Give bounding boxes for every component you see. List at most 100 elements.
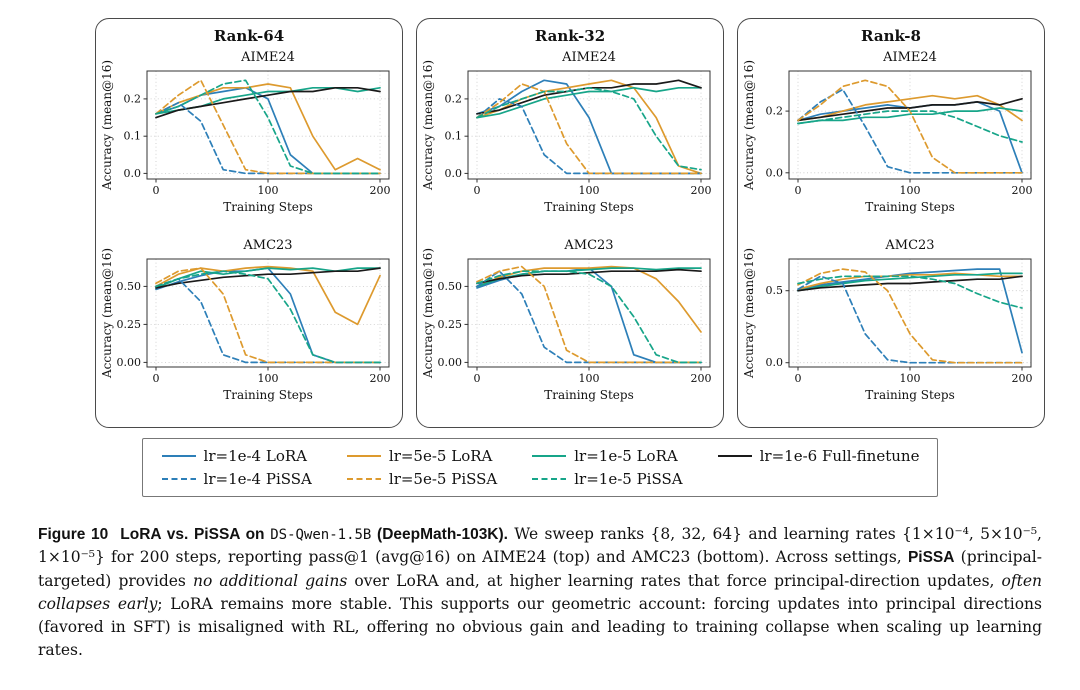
subplot-rank-32-aime24: 0 100 200 0.0 0.1 0.2 AIME24 Training Steps Accu…	[421, 50, 712, 214]
x-tick-label: 100	[258, 184, 279, 197]
x-axis-label: Training Steps	[223, 200, 313, 214]
figure-panels: Rank-64 0 100 200 0.0 0.1 0.2 AIME24 Training St…	[95, 18, 1045, 428]
x-tick-label: 200	[1012, 372, 1033, 385]
series-line-2	[155, 265, 381, 326]
legend-entry: lr=5e-5 LoRA	[346, 447, 492, 465]
series-line-6	[155, 79, 381, 175]
caption-segment: no additional gains	[192, 571, 348, 590]
x-tick-label: 0	[153, 372, 160, 385]
series-line-6	[476, 83, 702, 175]
series-line-6	[155, 267, 381, 364]
series-line-3	[155, 267, 381, 289]
panel-title: Rank-32	[534, 27, 606, 45]
legend-label: lr=1e-5 PiSSA	[574, 470, 683, 488]
subplot-rank-64-amc23: 0 100 200 0.00 0.25 0.50 AMC23 Training Steps Ac…	[100, 238, 391, 402]
legend-entry: lr=1e-4 PiSSA	[161, 470, 312, 488]
y-axis-label: Accuracy (mean@16)	[100, 248, 114, 379]
y-tick-label: 0.1	[445, 130, 463, 143]
series-line-6	[476, 265, 702, 364]
legend-entry: lr=1e-5 PiSSA	[531, 470, 683, 488]
x-axis-label: Training Steps	[865, 388, 955, 402]
subplot-title: AIME24	[561, 50, 616, 65]
y-tick-label: 0.2	[124, 92, 142, 105]
y-axis-label: Accuracy (mean@16)	[100, 60, 114, 191]
x-tick-label: 100	[579, 184, 600, 197]
x-tick-label: 0	[153, 184, 160, 197]
series-line-7	[797, 110, 1023, 143]
subplot-title: AMC23	[563, 238, 613, 253]
y-tick-label: 0.00	[117, 356, 142, 369]
series-line-4	[476, 268, 702, 285]
x-tick-label: 100	[900, 372, 921, 385]
series-line-7	[797, 275, 1023, 309]
y-axis-label: Accuracy (mean@16)	[421, 60, 435, 191]
subplot-rank-8-amc23: 0 100 200 0.0 0.5 AMC23 Training Steps Accuracy…	[742, 238, 1033, 402]
legend-label: lr=5e-5 LoRA	[388, 447, 493, 465]
series-line-6	[797, 268, 1023, 364]
series-line-7	[155, 270, 381, 364]
series-line-7	[476, 270, 702, 364]
dashed-line-sample	[161, 478, 196, 480]
x-tick-label: 200	[370, 184, 391, 197]
caption-segment: over LoRA and, at higher learning rates …	[347, 571, 1002, 590]
series-line-4	[155, 86, 381, 119]
series-line-4	[797, 97, 1023, 122]
series-line-5	[797, 275, 1023, 364]
figure-caption: Figure 10 LoRA vs. PiSSA on DS-Qwen-1.5B …	[38, 523, 1042, 663]
caption-segment: (DeepMath-103K).	[371, 526, 508, 543]
x-tick-label: 200	[691, 372, 712, 385]
x-tick-label: 200	[1012, 184, 1033, 197]
series-line-5	[155, 101, 381, 175]
dashed-line-sample	[346, 478, 381, 480]
caption-segment: Figure 10	[38, 526, 109, 543]
panel-title: Rank-8	[861, 27, 921, 45]
series-line-6	[797, 79, 1023, 174]
caption-segment: LoRA vs. PiSSA on	[120, 526, 271, 543]
caption-segment: (principal-targeted) provides	[38, 548, 1042, 590]
x-tick-label: 200	[370, 372, 391, 385]
legend-entry: lr=1e-5 LoRA	[531, 447, 678, 465]
y-tick-label: 0.2	[445, 92, 463, 105]
legend-entry: lr=5e-5 PiSSA	[346, 470, 497, 488]
subplot-rank-64-aime24: 0 100 200 0.0 0.1 0.2 AIME24 Training Steps Accu…	[100, 50, 391, 214]
caption-segment: PiSSA	[907, 549, 955, 567]
y-axis-label: Accuracy (mean@16)	[742, 248, 756, 379]
y-tick-label: 0.0	[766, 166, 784, 179]
x-tick-label: 0	[795, 184, 802, 197]
panel-rank-32: Rank-32 0 100 200 0.0 0.1 0.2 AIME24 Training St…	[416, 18, 724, 428]
series-line-5	[797, 88, 1023, 174]
x-tick-label: 200	[691, 184, 712, 197]
subplot-title: AIME24	[882, 50, 937, 65]
x-tick-label: 100	[258, 372, 279, 385]
x-axis-label: Training Steps	[223, 388, 313, 402]
caption-segment: We sweep ranks {8, 32, 64} and learning …	[38, 525, 1042, 567]
legend-label: lr=5e-5 PiSSA	[388, 470, 498, 488]
series-line-3	[476, 267, 702, 288]
panel-title: Rank-64	[213, 27, 285, 45]
panel-rank-64: Rank-64 0 100 200 0.0 0.1 0.2 AIME24 Training St…	[95, 18, 403, 428]
figure-legend: lr=1e-4 LoRA lr=5e-5 LoRA lr=1e-5 LoRA lr=1…	[141, 438, 939, 497]
y-tick-label: 0.25	[438, 318, 463, 331]
y-tick-label: 0.50	[438, 280, 463, 293]
subplot-title: AMC23	[884, 238, 934, 253]
solid-line-sample	[161, 455, 196, 457]
subplot-title: AMC23	[242, 238, 292, 253]
x-axis-label: Training Steps	[544, 388, 634, 402]
y-tick-label: 0.25	[117, 318, 142, 331]
y-tick-label: 0.1	[124, 130, 142, 143]
dashed-line-sample	[532, 478, 567, 480]
subplot-rank-32-amc23: 0 100 200 0.00 0.25 0.50 AMC23 Training Steps Ac…	[421, 238, 712, 402]
y-tick-label: 0.0	[124, 167, 142, 180]
solid-line-sample	[532, 455, 567, 457]
panel-rank-8: Rank-8 0 100 200 0.0 0.2 AIME24 Training Steps A…	[737, 18, 1045, 428]
y-axis-label: Accuracy (mean@16)	[421, 248, 435, 379]
series-line-2	[155, 83, 381, 171]
y-axis-label: Accuracy (mean@16)	[742, 60, 756, 191]
y-tick-label: 0.2	[766, 105, 784, 118]
x-axis-label: Training Steps	[544, 200, 634, 214]
series-line-1	[797, 268, 1023, 354]
legend-label: lr=1e-5 LoRA	[574, 447, 678, 465]
series-line-1	[155, 86, 381, 175]
legend-entry: lr=1e-4 LoRA	[161, 447, 307, 465]
